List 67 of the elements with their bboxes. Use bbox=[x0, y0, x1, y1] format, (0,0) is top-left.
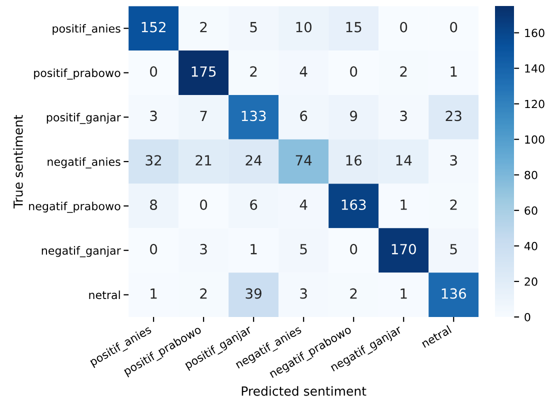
data-label: 152 bbox=[142, 22, 166, 32]
y-tick-label: negatif_prabowo bbox=[29, 202, 120, 213]
y-tick-label: positif_anies bbox=[52, 24, 120, 36]
data-label: 0 bbox=[150, 66, 158, 77]
y-tick-label: negatif_ganjar bbox=[42, 246, 121, 258]
data-label: 3 bbox=[200, 244, 207, 254]
data-label: 15 bbox=[346, 22, 362, 32]
data-label: 163 bbox=[342, 199, 366, 210]
data-label: 5 bbox=[300, 244, 307, 254]
data-label: 2 bbox=[400, 66, 407, 77]
data-label: 1 bbox=[400, 288, 407, 299]
data-label: 2 bbox=[250, 66, 257, 77]
color-bar-label: 0 bbox=[524, 312, 530, 322]
data-label: 133 bbox=[242, 110, 266, 122]
data-label: 10 bbox=[296, 22, 312, 32]
data-label: 24 bbox=[246, 155, 262, 166]
data-label: 74 bbox=[296, 155, 312, 166]
color-bar-label: 20 bbox=[524, 277, 538, 286]
data-label: 5 bbox=[250, 22, 257, 32]
data-label: 1 bbox=[150, 288, 157, 299]
color-bar-label: 160 bbox=[525, 28, 544, 38]
data-label: 16 bbox=[346, 155, 362, 166]
data-label: 170 bbox=[392, 244, 416, 254]
data-label: 9 bbox=[350, 110, 358, 122]
y-tick-label: negatif_anies bbox=[48, 157, 120, 168]
data-label: 2 bbox=[200, 288, 207, 299]
data-label: 3 bbox=[150, 110, 157, 122]
y-tick-label: positif_ganjar bbox=[46, 112, 121, 124]
data-label: 6 bbox=[250, 199, 258, 210]
color-bar-label: 80 bbox=[524, 170, 538, 180]
y-axis-title: True sentiment bbox=[13, 115, 23, 208]
color-bar-label: 60 bbox=[524, 206, 538, 215]
data-label: 0 bbox=[450, 22, 458, 32]
data-label: 1 bbox=[450, 66, 457, 77]
data-label: 0 bbox=[150, 244, 158, 254]
data-label: 7 bbox=[200, 110, 207, 121]
data-label: 136 bbox=[442, 288, 466, 299]
data-label: 0 bbox=[350, 244, 358, 254]
data-label: 2 bbox=[450, 199, 457, 210]
data-label: 1 bbox=[250, 244, 257, 254]
data-label: 14 bbox=[396, 155, 412, 166]
data-label: 1 bbox=[400, 200, 407, 210]
data-label: 8 bbox=[150, 199, 158, 210]
data-label: 175 bbox=[192, 66, 216, 77]
data-label: 6 bbox=[300, 110, 308, 122]
data-label: 23 bbox=[446, 110, 462, 122]
data-label: 32 bbox=[146, 155, 161, 166]
y-tick-label: netral bbox=[89, 290, 120, 300]
data-label: 21 bbox=[196, 155, 212, 166]
data-label: 3 bbox=[400, 110, 407, 122]
data-label: 2 bbox=[350, 288, 357, 299]
color-bar-label: 100 bbox=[525, 135, 544, 144]
data-label: 4 bbox=[300, 66, 308, 77]
data-label: 5 bbox=[450, 244, 457, 254]
data-label: 0 bbox=[350, 66, 358, 77]
x-axis-title: Predicted sentiment bbox=[242, 386, 366, 396]
data-label: 0 bbox=[400, 22, 408, 32]
data-label: 3 bbox=[300, 288, 307, 299]
data-label: 4 bbox=[300, 200, 308, 210]
color-bar-label: 40 bbox=[524, 242, 538, 250]
data-label: 3 bbox=[450, 155, 457, 166]
data-label: 0 bbox=[200, 199, 208, 210]
data-label: 39 bbox=[246, 288, 262, 299]
color-bar-label: 140 bbox=[525, 64, 544, 73]
data-label: 2 bbox=[200, 22, 207, 32]
color-bar-label: 120 bbox=[525, 100, 544, 108]
y-tick-label: positif_prabowo bbox=[34, 68, 120, 80]
